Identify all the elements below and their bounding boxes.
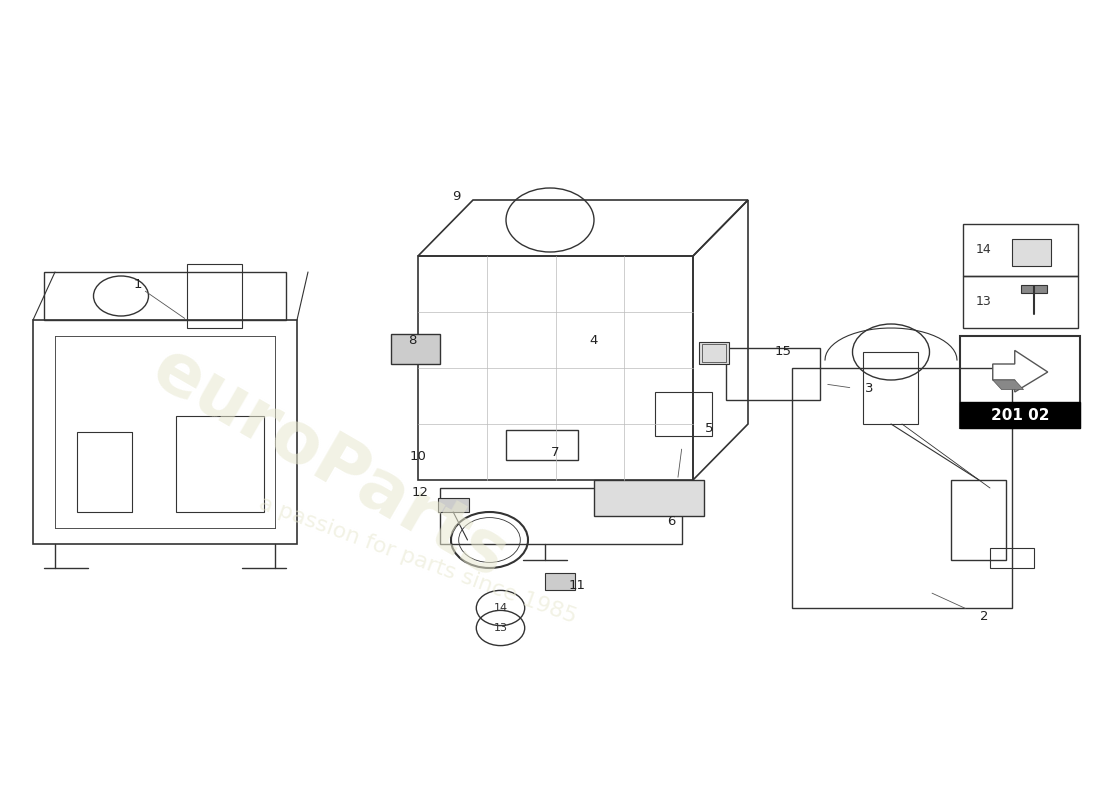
- Bar: [702, 344, 726, 362]
- Bar: [962, 276, 1078, 328]
- Bar: [594, 480, 704, 516]
- Text: 6: 6: [667, 515, 675, 528]
- Text: 2: 2: [980, 610, 989, 622]
- Bar: [438, 498, 469, 512]
- Text: 14: 14: [976, 243, 991, 256]
- Bar: [1021, 285, 1047, 293]
- Bar: [654, 392, 712, 436]
- Bar: [44, 272, 286, 320]
- Bar: [864, 352, 918, 424]
- Text: 12: 12: [411, 486, 429, 498]
- Bar: [77, 432, 132, 512]
- Text: 201 02: 201 02: [991, 408, 1049, 422]
- Text: 10: 10: [409, 450, 427, 462]
- Bar: [506, 430, 578, 460]
- Text: 5: 5: [705, 422, 714, 434]
- Bar: [990, 548, 1034, 568]
- Text: 8: 8: [408, 334, 417, 346]
- Polygon shape: [992, 350, 1047, 392]
- Bar: [698, 342, 729, 364]
- Text: 4: 4: [590, 334, 598, 346]
- Text: 9: 9: [452, 190, 461, 202]
- Bar: [952, 480, 1006, 560]
- Text: 15: 15: [774, 346, 792, 358]
- Text: 14: 14: [494, 603, 507, 613]
- Bar: [440, 488, 682, 544]
- Bar: [187, 264, 242, 328]
- Bar: [544, 573, 575, 590]
- Bar: [1012, 239, 1050, 266]
- Text: euroParts: euroParts: [140, 334, 520, 594]
- Text: a passion for parts since 1985: a passion for parts since 1985: [256, 493, 580, 627]
- Text: 13: 13: [976, 295, 991, 308]
- Bar: [33, 320, 297, 544]
- Text: 11: 11: [569, 579, 586, 592]
- Bar: [792, 368, 1012, 608]
- Bar: [418, 256, 693, 480]
- Bar: [960, 402, 1080, 428]
- Text: 1: 1: [133, 278, 142, 290]
- Bar: [176, 416, 264, 512]
- Text: 13: 13: [494, 623, 507, 633]
- Polygon shape: [992, 380, 1023, 390]
- Bar: [962, 224, 1078, 276]
- Bar: [960, 336, 1080, 428]
- Bar: [726, 348, 820, 400]
- Text: 7: 7: [551, 446, 560, 458]
- Text: 3: 3: [865, 382, 873, 394]
- Bar: [390, 334, 440, 364]
